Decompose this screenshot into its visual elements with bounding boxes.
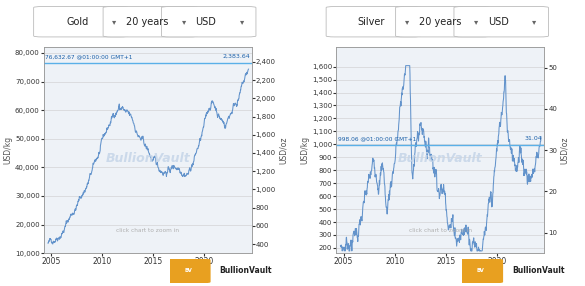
FancyBboxPatch shape (454, 7, 549, 37)
Text: click chart to zoom in: click chart to zoom in (409, 228, 472, 233)
Text: USD: USD (488, 17, 509, 27)
Text: BullionVault: BullionVault (219, 267, 272, 275)
Text: BV: BV (184, 268, 192, 273)
Text: 76,632.67 @01:00:00 GMT+1: 76,632.67 @01:00:00 GMT+1 (46, 54, 133, 59)
Text: BullionVault: BullionVault (512, 267, 565, 275)
FancyBboxPatch shape (395, 7, 490, 37)
Text: ▾: ▾ (405, 17, 409, 26)
Text: 31.04: 31.04 (525, 136, 542, 141)
Text: ▾: ▾ (240, 17, 244, 26)
Text: Silver: Silver (357, 17, 384, 27)
Text: Gold: Gold (67, 17, 90, 27)
Text: ▾: ▾ (532, 17, 536, 26)
Text: ▾: ▾ (181, 17, 186, 26)
FancyBboxPatch shape (161, 7, 256, 37)
FancyBboxPatch shape (103, 7, 198, 37)
FancyBboxPatch shape (459, 259, 503, 283)
FancyBboxPatch shape (33, 7, 128, 37)
Text: click chart to zoom in: click chart to zoom in (116, 228, 179, 233)
Text: BV: BV (477, 268, 485, 273)
Y-axis label: USD/oz: USD/oz (278, 136, 288, 164)
Text: ▾: ▾ (112, 17, 116, 26)
Text: 998.06 @01:00:00 GMT+1: 998.06 @01:00:00 GMT+1 (338, 136, 416, 141)
Y-axis label: USD/kg: USD/kg (300, 136, 309, 164)
Text: ▾: ▾ (474, 17, 479, 26)
Text: 20 years: 20 years (419, 17, 461, 27)
Y-axis label: USD/kg: USD/kg (3, 136, 12, 164)
Text: 20 years: 20 years (126, 17, 168, 27)
Text: BullionVault: BullionVault (398, 152, 483, 165)
Text: 2,383.64: 2,383.64 (222, 54, 250, 59)
Text: USD: USD (195, 17, 216, 27)
FancyBboxPatch shape (166, 259, 211, 283)
Text: BullionVault: BullionVault (105, 152, 190, 165)
FancyBboxPatch shape (326, 7, 421, 37)
Y-axis label: USD/oz: USD/oz (560, 136, 569, 164)
